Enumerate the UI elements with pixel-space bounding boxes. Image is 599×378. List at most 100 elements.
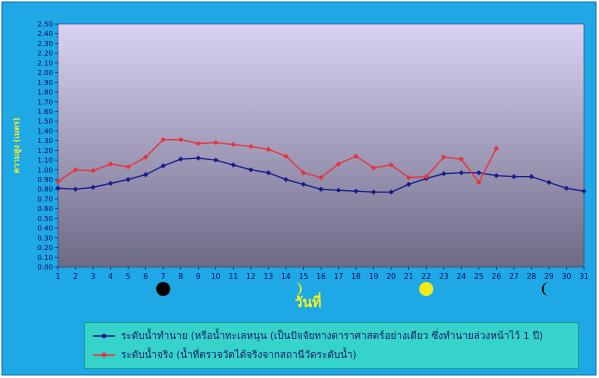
x-tick-label: 28	[527, 272, 537, 281]
x-tick-label: 4	[108, 272, 113, 281]
observed-point	[160, 137, 166, 143]
x-tick-label: 15	[299, 272, 309, 281]
predicted-point	[143, 172, 149, 178]
legend-item-observed: ระดับน้ำจริง (น้ำที่ตรวจวัดได้จริงจากสถา…	[93, 346, 357, 364]
y-tick-label: 2.00	[37, 69, 53, 77]
observed-point	[265, 146, 271, 152]
last-quarter-moon-icon	[541, 282, 549, 296]
y-tick-label: 0.20	[37, 244, 53, 252]
x-tick-label: 20	[386, 272, 396, 281]
y-tick-label: 2.20	[37, 50, 53, 58]
x-tick-label: 23	[439, 272, 449, 281]
predicted-point	[476, 170, 482, 176]
predicted-point	[230, 162, 236, 168]
predicted-point	[248, 167, 254, 173]
legend: ระดับน้ำทำนาย (หรือน้ำทะเลหนุน (เป็นปัจจ…	[84, 322, 579, 369]
y-tick-label: 0.00	[37, 264, 53, 272]
y-tick-label: 1.20	[37, 147, 53, 155]
predicted-point	[528, 174, 534, 180]
predicted-point	[283, 176, 289, 183]
observed-point	[108, 161, 114, 167]
legend-swatch-observed	[93, 352, 115, 358]
observed-point	[406, 174, 412, 181]
predicted-point	[406, 181, 412, 187]
observed-point	[335, 161, 342, 167]
predicted-point	[318, 186, 324, 192]
predicted-point	[125, 176, 131, 183]
y-tick-label: 0.30	[37, 234, 53, 242]
first-quarter-moon-icon	[294, 282, 302, 296]
observed-point	[178, 137, 184, 143]
predicted-point	[563, 185, 570, 191]
y-tick-label: 2.30	[37, 40, 53, 48]
predicted-point	[371, 189, 377, 195]
x-tick-label: 2	[73, 272, 78, 281]
observed-point	[493, 145, 499, 152]
y-tick-label: 1.60	[37, 108, 53, 116]
predicted-point	[581, 188, 587, 194]
observed-point	[125, 164, 131, 170]
legend-swatch-predicted	[93, 333, 115, 339]
predicted-point	[388, 189, 394, 195]
y-tick-label: 0.10	[37, 254, 53, 262]
x-tick-label: 8	[178, 272, 183, 281]
x-tick-label: 12	[246, 272, 256, 281]
predicted-point	[300, 181, 307, 187]
observed-series-line	[57, 139, 497, 184]
y-tick-label: 1.90	[37, 79, 53, 87]
x-tick-label: 19	[369, 272, 379, 281]
observed-point	[423, 174, 429, 180]
x-tick-label: 16	[316, 272, 326, 281]
y-tick-label: 1.30	[37, 137, 53, 145]
y-tick-label: 0.80	[37, 186, 53, 194]
y-tick-label: 1.00	[37, 166, 53, 174]
predicted-point	[546, 179, 552, 186]
observed-point	[72, 167, 79, 173]
observed-point	[143, 154, 149, 160]
y-axis-label: ความสูง (เมตร)	[12, 118, 22, 174]
x-tick-label: 30	[562, 272, 572, 281]
observed-point	[230, 141, 236, 148]
observed-point	[55, 178, 61, 185]
predicted-point	[335, 187, 342, 193]
x-tick-label: 24	[456, 272, 466, 281]
x-axis-label: วันที่	[295, 292, 322, 311]
y-tick-label: 1.80	[37, 89, 53, 97]
observed-point	[371, 165, 377, 171]
observed-point	[458, 156, 464, 162]
x-tick-label: 22	[421, 272, 431, 281]
observed-point	[318, 174, 324, 181]
y-tick-label: 0.50	[37, 215, 53, 223]
x-tick-label: 27	[509, 272, 519, 281]
y-tick-label: 1.40	[37, 127, 53, 135]
x-tick-label: 18	[351, 272, 361, 281]
observed-point	[388, 162, 394, 168]
x-tick-label: 29	[544, 272, 554, 281]
y-tick-label: 1.50	[37, 118, 53, 126]
x-tick-label: 6	[143, 272, 148, 281]
x-tick-label: 25	[474, 272, 484, 281]
predicted-point	[160, 163, 166, 169]
y-tick-label: 2.10	[37, 59, 53, 67]
predicted-point	[511, 174, 517, 180]
predicted-point	[441, 171, 447, 177]
observed-point	[195, 140, 201, 147]
predicted-point	[353, 188, 359, 194]
y-tick-label: 1.10	[37, 157, 53, 165]
x-tick-label: 31	[579, 272, 589, 281]
x-tick-label: 1	[56, 272, 61, 281]
y-tick-label: 0.70	[37, 195, 53, 203]
y-tick-label: 2.50	[37, 21, 53, 29]
observed-point	[300, 170, 307, 176]
observed-point	[90, 168, 96, 174]
y-tick-label: 2.40	[37, 30, 53, 38]
observed-point	[441, 154, 447, 160]
x-tick-label: 7	[161, 272, 166, 281]
legend-label-predicted: ระดับน้ำทำนาย (หรือน้ำทะเลหนุน (เป็นปัจจ…	[121, 330, 543, 342]
full-moon-icon	[419, 282, 434, 296]
x-tick-label: 11	[229, 272, 239, 281]
x-tick-label: 10	[211, 272, 221, 281]
x-tick-label: 9	[196, 272, 201, 281]
observed-point	[283, 153, 289, 159]
